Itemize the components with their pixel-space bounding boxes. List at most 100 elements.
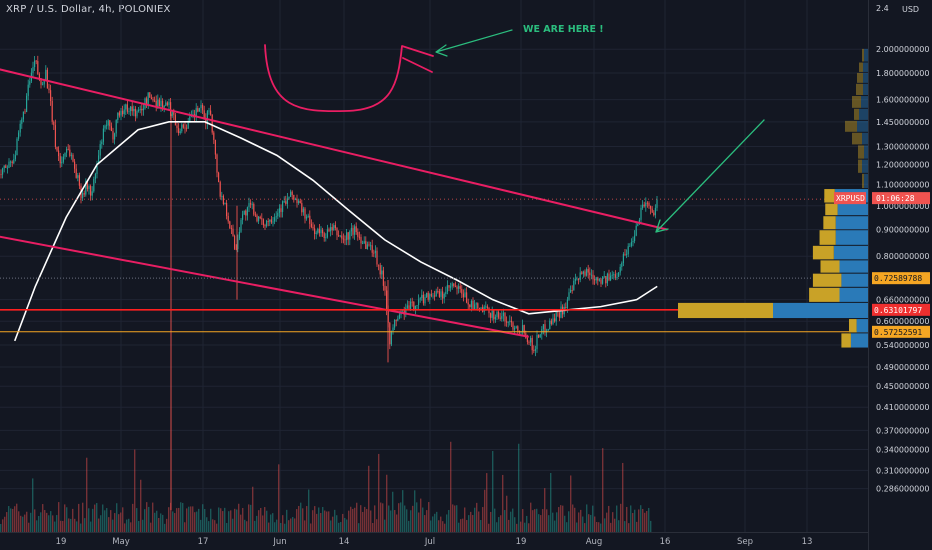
candle-body — [362, 243, 364, 245]
candle-body — [410, 301, 412, 310]
volume-profile-sell-bar — [820, 260, 840, 273]
price-axis-label: 0.310000000 — [876, 466, 929, 475]
candle-body — [250, 203, 252, 205]
volume-bar — [116, 503, 118, 532]
candle-body — [125, 104, 127, 110]
candle-body — [624, 254, 626, 255]
volume-bar — [616, 505, 618, 532]
volume-bar — [290, 518, 292, 532]
volume-bar — [52, 515, 54, 532]
volume-bar — [266, 510, 268, 532]
candle-body — [189, 116, 191, 122]
volume-bar — [178, 507, 180, 532]
volume-profile-sell-bar — [862, 173, 864, 189]
volume-bar — [540, 515, 542, 532]
volume-bar — [176, 508, 178, 532]
volume-bar — [466, 520, 468, 532]
volume-bar — [80, 523, 82, 532]
volume-bar — [440, 516, 442, 532]
candle-body — [552, 318, 554, 324]
candle-body — [261, 218, 263, 220]
candle-body — [72, 154, 74, 162]
volume-bar — [108, 517, 110, 532]
volume-bar — [394, 510, 396, 532]
candle-body — [550, 320, 552, 324]
candle-body — [414, 305, 416, 310]
candle-body — [502, 312, 504, 317]
candle-body — [506, 321, 508, 323]
candle-body — [538, 335, 540, 338]
volume-bar — [66, 507, 68, 532]
candle-body — [170, 102, 172, 116]
volume-bar — [120, 512, 122, 532]
volume-bar — [292, 517, 294, 532]
candle-body — [322, 229, 324, 234]
candle-body — [106, 125, 108, 127]
volume-bar — [358, 523, 360, 532]
candle-body — [294, 199, 296, 201]
volume-profile-buy-bar — [862, 159, 868, 173]
candle-body — [458, 286, 460, 289]
candle-body — [240, 219, 242, 232]
candle-body — [656, 199, 658, 208]
volume-bar — [36, 520, 38, 532]
volume-bar — [402, 490, 404, 532]
volume-bar — [142, 519, 144, 532]
candle-body — [534, 349, 536, 351]
candle-body — [323, 233, 325, 238]
volume-bar — [62, 520, 64, 532]
candle-body — [104, 125, 106, 129]
candle-body — [586, 269, 588, 276]
hand-drawn-cup-mark — [264, 44, 434, 113]
candle-body — [448, 285, 450, 288]
candle-body — [285, 201, 287, 204]
candle-body — [126, 104, 128, 112]
candle-body — [544, 324, 546, 333]
volume-bar — [578, 512, 580, 532]
volume-bar — [482, 507, 484, 532]
candle-body — [587, 269, 589, 273]
price-axis-label: 0.450000000 — [876, 382, 929, 391]
candle-body — [19, 123, 21, 133]
volume-bar — [456, 505, 458, 532]
volume-bar — [592, 505, 594, 532]
candle-body — [50, 90, 52, 101]
volume-profile-buy-bar — [863, 72, 868, 83]
candle-body — [267, 221, 269, 222]
candle-body — [214, 139, 216, 155]
price-axis-label: 2.000000000 — [876, 45, 929, 54]
candle-body — [61, 161, 63, 164]
candle-body — [637, 223, 639, 226]
candle-body — [229, 221, 231, 229]
candle-body — [110, 126, 112, 132]
candle-body — [570, 290, 572, 293]
candle-body — [147, 92, 149, 105]
volume-bar — [354, 507, 356, 532]
volume-bar — [30, 512, 32, 532]
volume-bar — [522, 509, 524, 532]
candle-body — [178, 128, 180, 134]
candle-body — [531, 337, 533, 351]
candle-body — [406, 305, 408, 308]
candle-body — [496, 311, 498, 317]
candle-body — [454, 285, 456, 287]
candle-body — [66, 148, 68, 153]
candle-body — [333, 225, 335, 231]
volume-bar — [400, 502, 402, 532]
candle-body — [650, 205, 652, 209]
volume-bar — [516, 523, 518, 532]
volume-bar — [134, 449, 136, 532]
candle-body — [224, 203, 226, 205]
candle-body — [466, 292, 468, 303]
candle-body — [51, 100, 53, 122]
price-axis-label: 1.800000000 — [876, 69, 929, 78]
volume-bar — [532, 510, 534, 532]
volume-bar — [234, 508, 236, 532]
volume-bar — [20, 515, 22, 532]
candle-body — [35, 60, 37, 62]
volume-bar — [200, 519, 202, 532]
candle-body — [491, 310, 493, 318]
volume-bar — [414, 490, 416, 532]
candle-body — [158, 99, 160, 107]
